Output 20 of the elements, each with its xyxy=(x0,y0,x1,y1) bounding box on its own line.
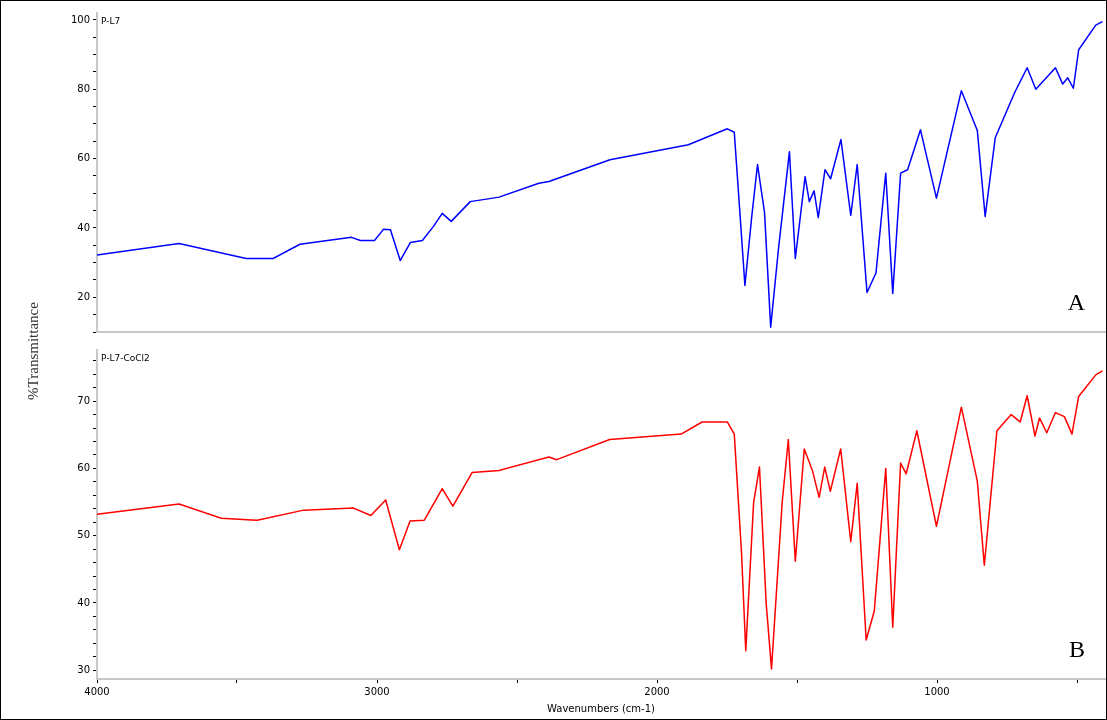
x-axis-title: Wavenumbers (cm-1) xyxy=(547,702,656,714)
x-tick-label: 3000 xyxy=(364,685,390,697)
y-tick-label: 20 xyxy=(77,290,90,302)
x-tick-label: 4000 xyxy=(84,685,110,697)
y-tick-label: 100 xyxy=(70,13,90,25)
y-tick-label: 40 xyxy=(77,596,90,608)
x-tick-label: 1000 xyxy=(924,685,950,697)
y-tick-label: 40 xyxy=(77,221,90,233)
text: P-L7-CoCl2 xyxy=(101,352,150,363)
annotation: A xyxy=(1067,289,1086,316)
y-tick-label: 50 xyxy=(77,529,90,541)
y-tick-label: 80 xyxy=(77,82,90,94)
text: P-L7 xyxy=(101,15,121,26)
y-tick-label: 30 xyxy=(77,663,90,675)
x-tick-label: 2000 xyxy=(644,685,670,697)
annotation: B xyxy=(1068,636,1085,663)
y-tick-label: 60 xyxy=(77,152,90,164)
y-tick-label: 70 xyxy=(77,394,90,406)
y-axis-title: %Transmittance xyxy=(24,302,42,400)
y-tick-label: 60 xyxy=(77,462,90,474)
